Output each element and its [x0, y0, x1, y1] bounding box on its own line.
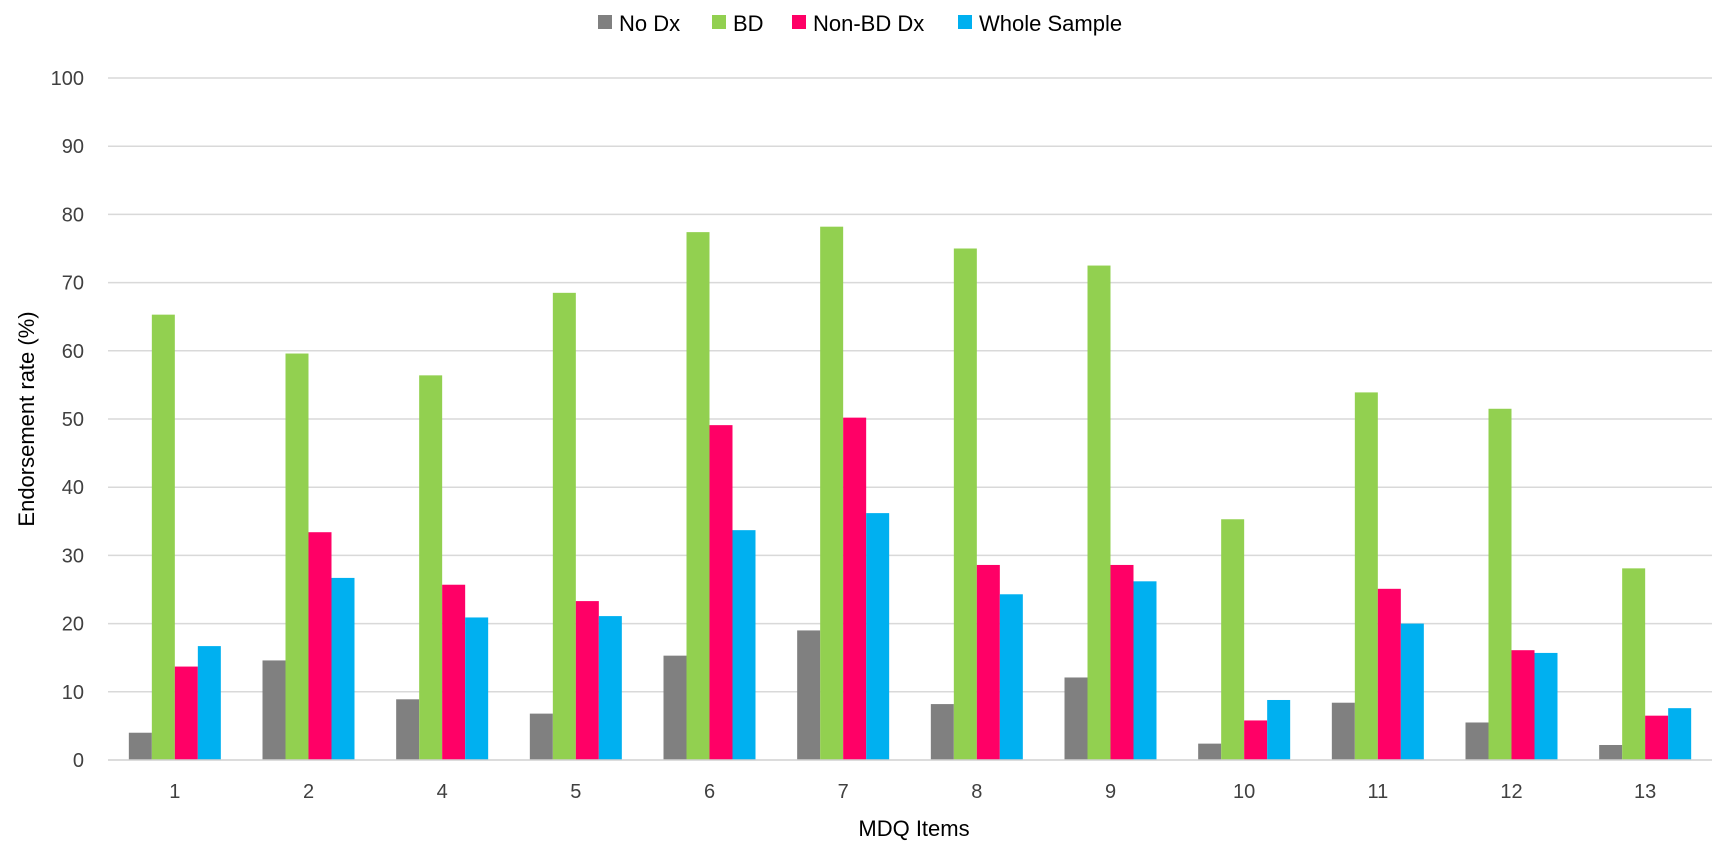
y-tick-label: 20	[62, 614, 84, 636]
bar-bd-item-6	[686, 232, 710, 760]
bar-no-dx-item-8	[930, 704, 954, 760]
bar-bd-item-13	[1622, 568, 1646, 760]
legend-label: Whole Sample	[979, 11, 1122, 36]
x-axis-title: MDQ Items	[858, 816, 969, 841]
y-tick-label: 40	[62, 477, 84, 499]
y-tick-label: 30	[62, 545, 84, 567]
y-axis-ticks: 0 10 20 30 40 50 60 70 80 90 100	[51, 68, 84, 772]
bar-no-dx-item-1	[128, 732, 152, 760]
bar-whole-sample-item-11	[1400, 623, 1424, 760]
bar-no-dx-item-11	[1331, 702, 1355, 760]
y-tick-label: 10	[62, 682, 84, 704]
bar-bd-item-12	[1488, 408, 1512, 760]
bar-non-bd-dx-item-2	[308, 532, 332, 760]
bar-whole-sample-item-7	[866, 513, 890, 760]
bar-whole-sample-item-10	[1267, 699, 1291, 760]
bar-bd-item-10	[1221, 519, 1245, 760]
y-tick-label: 100	[51, 68, 84, 90]
x-axis-ticks: 1 2 4 5 6 7 8 9 10 11 12 13	[169, 781, 1656, 803]
bar-whole-sample-item-13	[1668, 708, 1692, 760]
x-tick-label: 9	[1105, 781, 1116, 803]
x-tick-label: 2	[303, 781, 314, 803]
bar-whole-sample-item-4	[465, 617, 489, 760]
x-tick-label: 4	[437, 781, 448, 803]
bar-whole-sample-item-8	[999, 594, 1023, 760]
legend-swatch	[598, 15, 612, 29]
bar-no-dx-item-13	[1599, 744, 1623, 760]
legend-swatch	[712, 15, 726, 29]
y-tick-label: 50	[62, 409, 84, 431]
x-tick-label: 6	[704, 781, 715, 803]
bar-bd-item-5	[552, 292, 576, 760]
bar-no-dx-item-6	[663, 655, 687, 760]
legend-swatch	[792, 15, 806, 29]
y-tick-label: 70	[62, 273, 84, 295]
x-tick-label: 10	[1233, 781, 1255, 803]
x-tick-label: 7	[838, 781, 849, 803]
bar-bd-item-7	[820, 226, 844, 760]
bar-whole-sample-item-5	[598, 616, 622, 760]
bar-whole-sample-item-1	[197, 646, 221, 760]
bar-bd-item-8	[953, 248, 977, 760]
x-tick-label: 8	[971, 781, 982, 803]
x-tick-label: 11	[1367, 781, 1388, 803]
legend-label: Non-BD Dx	[813, 11, 924, 36]
bar-no-dx-item-12	[1465, 722, 1489, 760]
bars	[128, 226, 1692, 760]
x-tick-label: 13	[1634, 781, 1656, 803]
bar-non-bd-dx-item-9	[1110, 564, 1134, 760]
bar-whole-sample-item-9	[1133, 581, 1157, 760]
bar-bd-item-11	[1354, 392, 1378, 760]
bar-bd-item-2	[285, 353, 309, 760]
legend-label: No Dx	[619, 11, 680, 36]
bar-non-bd-dx-item-4	[442, 584, 466, 760]
bar-non-bd-dx-item-5	[575, 601, 599, 760]
legend-swatch	[958, 15, 972, 29]
bar-bd-item-1	[151, 314, 175, 760]
bar-bd-item-9	[1087, 265, 1111, 760]
bar-no-dx-item-7	[797, 630, 821, 760]
bar-non-bd-dx-item-12	[1511, 650, 1535, 760]
bar-non-bd-dx-item-8	[976, 564, 1000, 760]
bar-no-dx-item-4	[396, 699, 420, 760]
x-tick-label: 12	[1500, 781, 1522, 803]
bar-whole-sample-item-12	[1534, 652, 1558, 760]
bar-no-dx-item-5	[529, 713, 553, 760]
bar-non-bd-dx-item-11	[1377, 588, 1401, 760]
bar-whole-sample-item-2	[331, 577, 355, 760]
y-tick-label: 60	[62, 341, 84, 363]
legend: No Dx BD Non-BD Dx Whole Sample	[598, 11, 1122, 36]
bar-non-bd-dx-item-13	[1645, 715, 1669, 760]
legend-label: BD	[733, 11, 764, 36]
bar-whole-sample-item-6	[732, 530, 756, 760]
y-tick-label: 90	[62, 136, 84, 158]
y-axis-title: Endorsement rate (%)	[14, 311, 39, 526]
y-tick-label: 80	[62, 204, 84, 226]
bar-no-dx-item-10	[1198, 743, 1222, 760]
y-tick-label: 0	[73, 750, 84, 772]
gridlines	[108, 77, 1712, 693]
bar-non-bd-dx-item-1	[174, 666, 198, 760]
bar-non-bd-dx-item-6	[709, 425, 733, 760]
x-tick-label: 5	[570, 781, 581, 803]
x-tick-label: 1	[169, 781, 180, 803]
bar-no-dx-item-2	[262, 660, 286, 760]
bar-bd-item-4	[419, 375, 443, 760]
bar-no-dx-item-9	[1064, 677, 1088, 760]
bar-non-bd-dx-item-10	[1244, 720, 1268, 760]
bar-non-bd-dx-item-7	[843, 417, 867, 760]
